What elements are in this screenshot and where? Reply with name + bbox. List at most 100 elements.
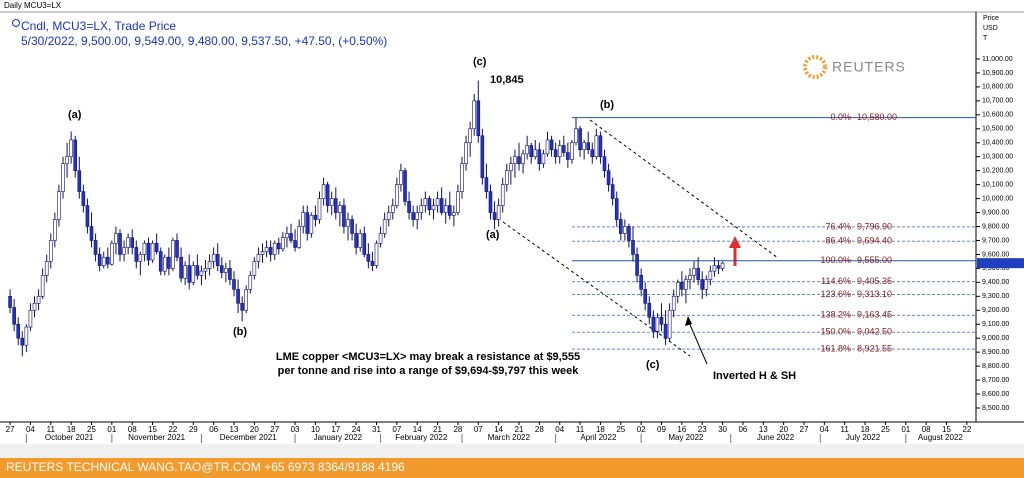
x-tick-label: 24 xyxy=(352,425,361,434)
last-price-marker xyxy=(977,258,1024,269)
candle-body xyxy=(720,262,725,269)
x-tick-label: 04 xyxy=(820,425,829,434)
candle-body xyxy=(305,212,310,234)
fib-value: 8,921.55 xyxy=(857,344,892,354)
fib-percent: 123.6% xyxy=(820,289,851,299)
series-icon xyxy=(12,19,20,27)
y-tick-label: 9,800.00 xyxy=(982,223,1009,230)
footer-text: REUTERS TECHNICAL WANG.TAO@TR.COM +65 69… xyxy=(6,460,405,474)
y-axis-title: Price xyxy=(983,15,999,22)
candle-body xyxy=(244,289,249,311)
y-tick-label: 10,700.00 xyxy=(982,98,1013,105)
pattern-label: Inverted H & SH xyxy=(713,370,796,382)
candle-body xyxy=(276,242,281,250)
candle-body xyxy=(610,184,615,199)
y-tick-label: 9,500.00 xyxy=(982,265,1009,272)
x-tick-label: 20 xyxy=(250,425,259,434)
candle-body xyxy=(118,233,122,255)
candle-body xyxy=(85,205,90,227)
candle-body xyxy=(529,145,534,158)
candle-body xyxy=(293,240,297,248)
comment: LME copper <MCU3=LX> may break a resista… xyxy=(276,351,580,363)
fib-percent: 86.4% xyxy=(825,236,851,246)
y-tick-label: 10,500.00 xyxy=(982,126,1013,133)
x-tick-label: 08 xyxy=(128,425,137,434)
fib-value: 9,313.10 xyxy=(857,289,892,299)
y-tick-label: 9,200.00 xyxy=(982,307,1009,314)
x-tick-label: 14 xyxy=(413,425,422,434)
candle-body xyxy=(110,242,114,265)
candle-body xyxy=(614,198,619,220)
candle-body xyxy=(77,170,82,192)
x-tick-label: 06 xyxy=(209,425,218,434)
candle-body xyxy=(712,265,717,272)
candle-body xyxy=(158,251,163,272)
x-tick-label: 11 xyxy=(576,425,585,434)
candle-body xyxy=(480,135,485,178)
x-tick-label: 21 xyxy=(433,425,442,434)
candle-body xyxy=(232,279,236,290)
candle-body xyxy=(12,307,16,325)
candle-body xyxy=(329,198,334,206)
trend-line-upper xyxy=(589,119,779,259)
candle-body xyxy=(268,247,273,255)
y-tick-label: 9,900.00 xyxy=(982,209,1009,216)
candle-body xyxy=(655,316,660,332)
x-tick-label: 25 xyxy=(87,425,96,434)
candle-body xyxy=(509,163,513,171)
candle-body xyxy=(301,212,306,227)
logo-mark xyxy=(803,55,827,79)
y-tick-label: 9,700.00 xyxy=(982,237,1009,244)
candle-body xyxy=(704,279,709,290)
scroll-area xyxy=(0,444,1024,458)
candle-body xyxy=(57,191,61,220)
candle-body xyxy=(688,275,692,280)
candle-body xyxy=(651,316,656,332)
candle-body xyxy=(240,302,244,311)
candle-body xyxy=(313,215,318,220)
wave-label: (a) xyxy=(486,229,500,241)
candle-body xyxy=(582,142,586,151)
y-tick-label: 9,100.00 xyxy=(982,321,1009,328)
candle-body xyxy=(553,149,558,158)
fib-percent: 0.0% xyxy=(830,112,851,122)
candle-body xyxy=(602,156,607,171)
candle-body xyxy=(36,296,41,304)
candle-body xyxy=(419,205,424,213)
x-tick-label: 04 xyxy=(26,425,35,434)
candle-body xyxy=(443,205,448,213)
candle-body xyxy=(456,191,460,213)
x-tick-label: 29 xyxy=(189,425,198,434)
candle-body xyxy=(215,254,220,266)
fib-percent: 114.6% xyxy=(821,276,851,286)
x-tick-label: 27 xyxy=(270,425,279,434)
candle-body xyxy=(285,233,289,238)
x-tick-label: 18 xyxy=(67,425,76,434)
candle-body xyxy=(374,242,379,266)
candle-body xyxy=(427,198,432,211)
logo-text: REUTERS xyxy=(832,59,906,75)
candle-body xyxy=(504,170,509,185)
candle-body xyxy=(378,233,383,244)
candle-body xyxy=(362,233,367,255)
candle-body xyxy=(130,237,135,248)
y-tick-label: 11,000.00 xyxy=(982,56,1013,63)
candle-body xyxy=(69,139,73,158)
y-tick-label: 10,300.00 xyxy=(982,154,1013,161)
y-axis-title: T xyxy=(983,35,988,42)
candle-body xyxy=(134,247,139,262)
candle-body xyxy=(370,261,375,266)
candle-body xyxy=(476,100,481,137)
x-tick-label: 01 xyxy=(901,425,910,434)
fib-value: 9,555.00 xyxy=(857,255,892,265)
x-tick-label: 31 xyxy=(372,425,381,434)
candle-body xyxy=(574,128,578,144)
y-tick-label: 10,000.00 xyxy=(982,195,1013,202)
candle-body xyxy=(183,265,187,279)
fib-percent: 76.4% xyxy=(825,221,851,231)
candle-body xyxy=(578,128,582,151)
x-tick-label: 21 xyxy=(515,425,524,434)
x-tick-label: 11 xyxy=(841,425,850,434)
